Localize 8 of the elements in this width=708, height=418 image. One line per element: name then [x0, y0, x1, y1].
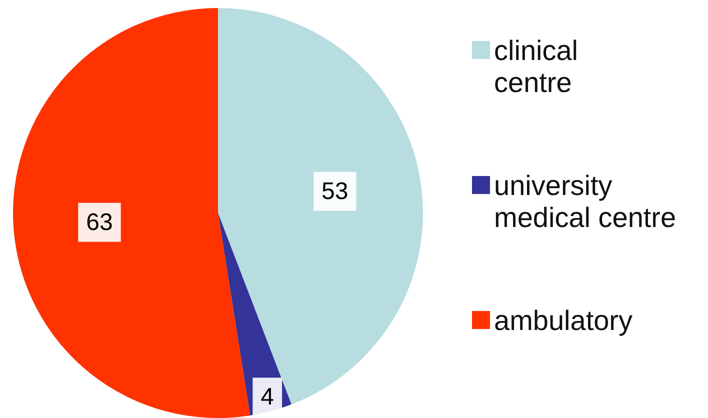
- pie-slice: [218, 8, 423, 404]
- legend-label: university medical centre: [494, 170, 676, 233]
- data-label: 4: [260, 384, 274, 411]
- legend-label: ambulatory: [494, 304, 633, 336]
- data-label: 63: [86, 208, 113, 236]
- legend-label: clinical centre: [494, 34, 578, 98]
- data-label: 53: [322, 178, 348, 205]
- pie-slice: [13, 8, 250, 418]
